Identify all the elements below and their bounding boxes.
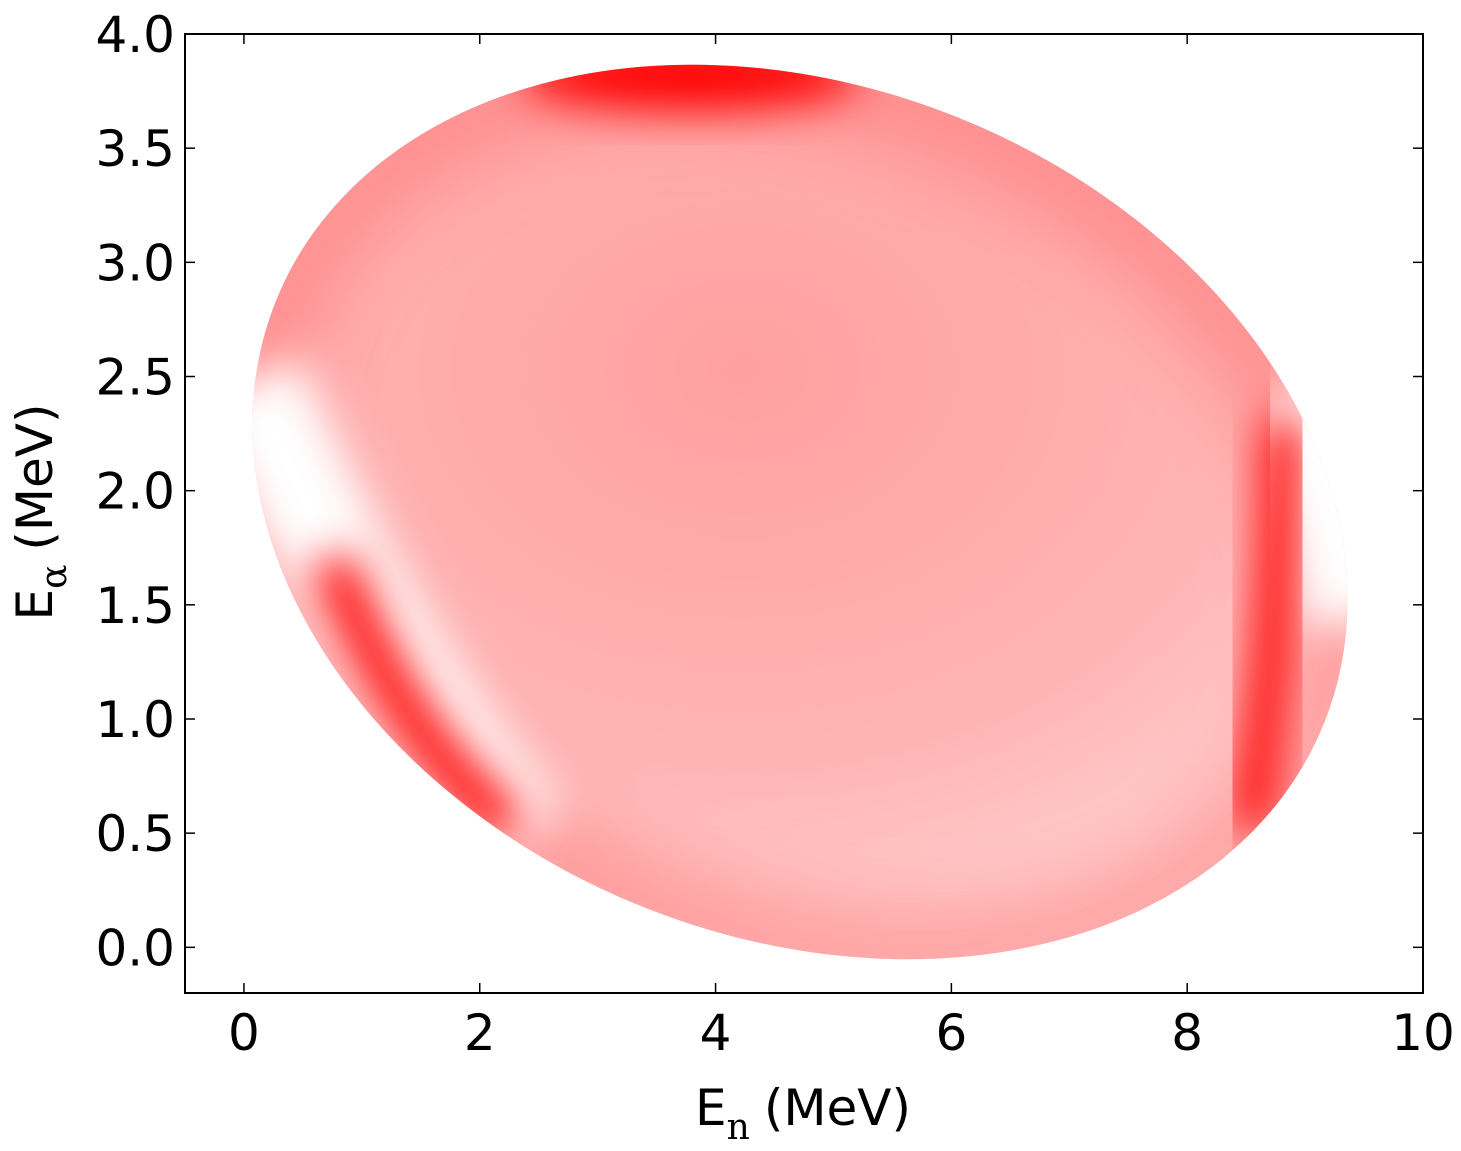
y-tick-label: 2.5 — [95, 349, 175, 407]
y-label-sub: α — [34, 565, 75, 589]
y-tick-label: 3.5 — [95, 120, 175, 178]
x-label-unit: (MeV) — [764, 1079, 911, 1137]
x-tick-label: 4 — [700, 1004, 732, 1062]
y-tick-label: 3.0 — [95, 234, 175, 292]
x-label-sub: n — [727, 1107, 750, 1147]
y-tick-label: 1.0 — [95, 691, 175, 749]
x-tick-label: 6 — [935, 1004, 967, 1062]
y-tick-label: 0.5 — [95, 805, 175, 863]
x-tick-label: 0 — [228, 1004, 260, 1062]
x-label-main: E — [695, 1079, 727, 1137]
y-tick-label: 2.0 — [95, 463, 175, 521]
x-axis-label: En (MeV) — [695, 1079, 911, 1147]
y-label-unit: (MeV) — [6, 403, 64, 550]
density-region — [185, 19, 1423, 1005]
plot-frame — [184, 33, 1424, 994]
y-axis-label: Eα (MeV) — [6, 403, 75, 620]
x-tick-label: 2 — [464, 1004, 496, 1062]
y-tick-label: 4.0 — [95, 6, 175, 64]
y-tick-label: 1.5 — [95, 577, 175, 635]
y-label-main: E — [6, 589, 64, 621]
y-tick-label: 0.0 — [95, 919, 175, 977]
x-tick-label: 8 — [1171, 1004, 1203, 1062]
x-tick-label: 10 — [1391, 1004, 1455, 1062]
